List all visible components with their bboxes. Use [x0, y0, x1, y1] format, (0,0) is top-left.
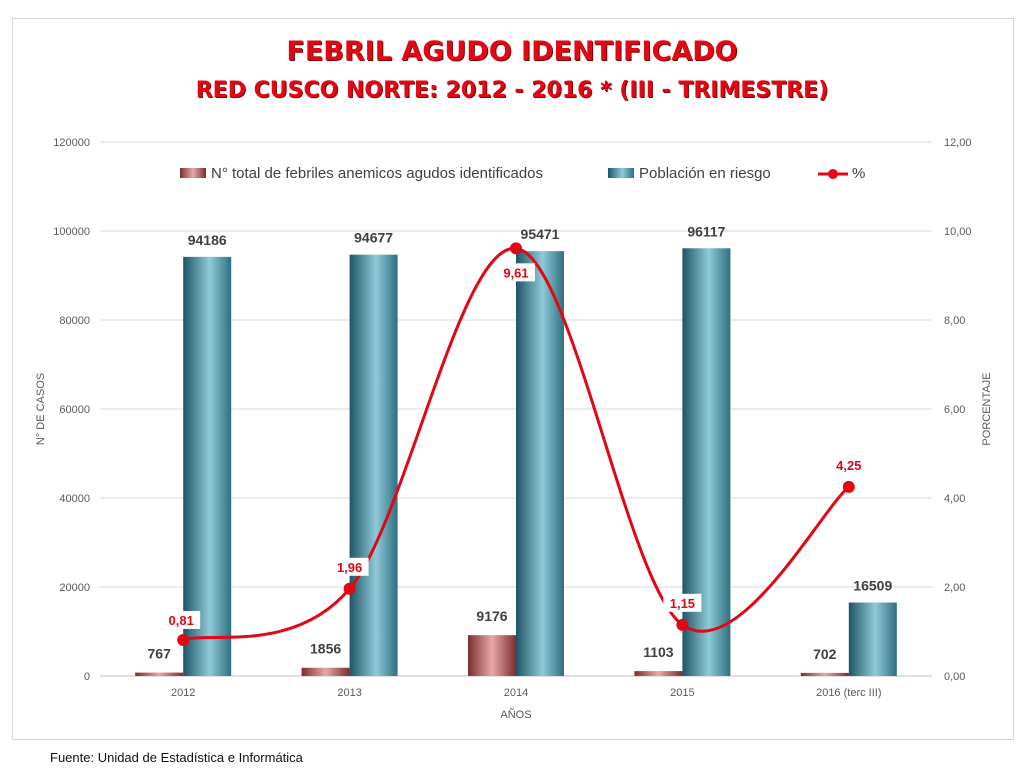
legend: N° total de febriles anemicos agudos ide…: [180, 165, 865, 182]
percentage-point: [842, 480, 855, 493]
x-tick-label: 2015: [670, 687, 694, 699]
bar-febriles-label: 9176: [476, 608, 507, 624]
legend-swatch-febriles: [180, 168, 206, 178]
x-tick-label: 2013: [337, 687, 361, 699]
y2-tick-label: 10,00: [944, 226, 972, 238]
source-footer: Fuente: Unidad de Estadística e Informát…: [50, 750, 303, 765]
y-tick-label: 80000: [59, 315, 90, 327]
percentage-label-bg: [497, 263, 535, 282]
bar-febriles-label: 702: [813, 646, 837, 662]
percentage-label-bg: [663, 593, 702, 612]
bar-poblacion: [183, 256, 232, 676]
bar-febriles: [800, 672, 849, 676]
percentage-label-bg: [829, 455, 868, 474]
y2-tick-label: 12,00: [944, 137, 972, 149]
percentage-label: 1,15: [670, 596, 695, 611]
y-axis-title: N° DE CASOS: [35, 373, 47, 445]
bar-poblacion: [349, 254, 398, 676]
y-tick-label: 60000: [59, 404, 90, 416]
legend-label-poblacion: Población en riesgo: [639, 165, 771, 182]
x-tick-label: 2012: [171, 687, 195, 699]
percentage-label-bg: [330, 557, 369, 576]
x-axis-title: AÑOS: [500, 708, 531, 721]
y-tick-label: 0: [84, 671, 90, 683]
bar-febriles: [301, 667, 350, 676]
y-tick-label: 40000: [59, 493, 90, 505]
percentage-label: 4,25: [836, 458, 861, 473]
y2-axis-title: PORCENTAJE: [981, 372, 993, 445]
y2-tick-label: 4,00: [944, 493, 965, 505]
line-layer: [177, 242, 855, 646]
percentage-label-bg: [162, 610, 201, 629]
bar-poblacion: [516, 251, 564, 676]
bar-febriles-label: 767: [148, 646, 172, 662]
percentage-point: [343, 582, 356, 595]
percentage-label: 1,96: [337, 560, 362, 575]
y2-tick-label: 2,00: [944, 582, 965, 594]
y-tick-label: 120000: [53, 137, 90, 149]
bar-poblacion-label: 95471: [521, 226, 560, 242]
legend-swatch-pct-marker: [828, 169, 838, 179]
percentage-point: [177, 633, 190, 646]
y2-tick-label: 0,00: [944, 671, 965, 683]
x-tick-label: 2016 (terc III): [816, 687, 881, 699]
bar-poblacion-label: 94186: [188, 232, 227, 248]
bar-poblacion-label: 16509: [853, 578, 892, 594]
bar-febriles-label: 1856: [310, 641, 341, 657]
y-tick-label: 100000: [53, 226, 90, 238]
bar-poblacion: [848, 602, 897, 676]
legend-label-febriles: N° total de febriles anemicos agudos ide…: [211, 165, 543, 182]
bar-febriles: [468, 635, 516, 676]
y2-tick-label: 8,00: [944, 315, 965, 327]
bar-febriles-label: 1103: [643, 644, 674, 660]
chart-title: FEBRIL AGUDO IDENTIFICADO: [286, 36, 738, 67]
chart-subtitle: RED CUSCO NORTE: 2012 - 2016 * (III - TR…: [195, 78, 829, 103]
percentage-point: [510, 242, 522, 255]
bar-layer: [135, 248, 897, 676]
bar-poblacion-label: 94677: [354, 230, 393, 246]
legend-swatch-poblacion: [608, 168, 634, 178]
percentage-label: 0,81: [169, 613, 194, 628]
percentage-point: [676, 618, 689, 631]
label-layer: 0 20000 40000 60000 80000 100000 120000 0,00 2,0…: [35, 137, 993, 721]
bar-poblacion-label: 96117: [687, 223, 725, 239]
bar-febriles: [135, 672, 184, 676]
y-tick-label: 20000: [59, 582, 90, 594]
percentage-label: 9,61: [503, 265, 528, 280]
y2-tick-label: 6,00: [944, 404, 965, 416]
bar-poblacion: [682, 248, 731, 676]
x-tick-label: 2014: [504, 687, 528, 699]
bar-febriles: [634, 671, 683, 676]
legend-label-pct: %: [852, 165, 865, 182]
